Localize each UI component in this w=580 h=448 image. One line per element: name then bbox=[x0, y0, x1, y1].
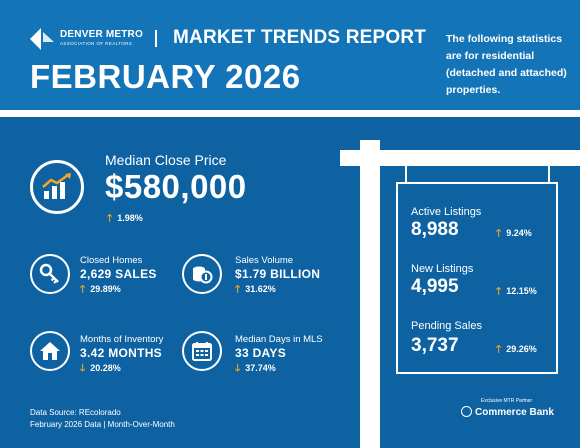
up-arrow-icon: 🡑 bbox=[496, 286, 502, 297]
closed-homes-value: 2,629 SALES bbox=[80, 267, 157, 281]
pending-sales-value: 3,737 bbox=[411, 335, 459, 356]
median-days-value: 33 DAYS bbox=[235, 346, 287, 360]
report-title: MARKET TRENDS REPORT bbox=[173, 27, 427, 48]
active-listings-label: Active Listings bbox=[411, 206, 482, 218]
coins-icon bbox=[182, 254, 222, 294]
new-listings-change: 🡑 12.15% bbox=[496, 284, 537, 301]
data-source: Data Source: REcolorado bbox=[30, 408, 121, 417]
sales-volume-label: Sales Volume bbox=[235, 255, 294, 266]
down-arrow-icon: 🡓 bbox=[235, 363, 241, 374]
sign-hook-left bbox=[405, 166, 407, 182]
residential-note: The following statistics are for residen… bbox=[446, 33, 567, 96]
data-period: February 2026 Data | Month-Over-Month bbox=[30, 420, 175, 429]
header-divider bbox=[0, 110, 580, 117]
months-inventory-value: 3.42 MONTHS bbox=[80, 346, 162, 360]
commerce-bank-logo: Commerce Bank bbox=[461, 406, 554, 418]
partner-label: Exclusive MTR Partner bbox=[481, 398, 533, 404]
sales-volume-change: 🡑 31.62% bbox=[235, 282, 276, 299]
median-close-price-value: $580,000 bbox=[105, 168, 247, 205]
active-listings-change: 🡑 9.24% bbox=[496, 226, 532, 243]
month-title: FEBRUARY 2026 bbox=[30, 58, 301, 95]
sign-board bbox=[396, 182, 558, 374]
chart-growth-icon bbox=[30, 160, 84, 214]
up-arrow-icon: 🡑 bbox=[107, 213, 113, 224]
up-arrow-icon: 🡑 bbox=[80, 284, 86, 295]
key-icon bbox=[30, 254, 70, 294]
main-panel bbox=[0, 117, 580, 448]
sign-hook-right bbox=[548, 166, 550, 182]
median-close-price-label: Median Close Price bbox=[105, 152, 227, 168]
closed-homes-label: Closed Homes bbox=[80, 255, 143, 266]
calendar-icon bbox=[182, 331, 222, 371]
median-days-label: Median Days in MLS bbox=[235, 334, 323, 345]
up-arrow-icon: 🡑 bbox=[496, 344, 502, 355]
closed-homes-change: 🡑 29.89% bbox=[80, 282, 121, 299]
median-days-change: 🡓 37.74% bbox=[235, 361, 276, 378]
sign-arm bbox=[340, 150, 580, 166]
pending-sales-change: 🡑 29.26% bbox=[496, 342, 537, 359]
new-listings-label: New Listings bbox=[411, 263, 474, 275]
up-arrow-icon: 🡑 bbox=[235, 284, 241, 295]
commerce-bank-globe-icon bbox=[461, 406, 472, 417]
active-listings-value: 8,988 bbox=[411, 219, 459, 240]
header-band: DENVER METRO ASSOCIATION OF REALTORS MAR… bbox=[0, 0, 580, 110]
up-arrow-icon: 🡑 bbox=[496, 228, 502, 239]
sign-post bbox=[360, 140, 380, 448]
median-close-price-change: 🡑 1.98% bbox=[107, 211, 143, 228]
denver-metro-logo-icon bbox=[30, 28, 54, 50]
months-inventory-change: 🡓 20.28% bbox=[80, 361, 121, 378]
pending-sales-label: Pending Sales bbox=[411, 320, 482, 332]
title-separator bbox=[155, 30, 157, 47]
house-icon bbox=[30, 331, 70, 371]
logo-subtitle: ASSOCIATION OF REALTORS bbox=[60, 41, 133, 46]
down-arrow-icon: 🡓 bbox=[80, 363, 86, 374]
new-listings-value: 4,995 bbox=[411, 276, 459, 297]
months-inventory-label: Months of Inventory bbox=[80, 334, 164, 345]
logo-name: DENVER METRO bbox=[60, 29, 143, 40]
sales-volume-value: $1.79 BILLION bbox=[235, 267, 321, 281]
